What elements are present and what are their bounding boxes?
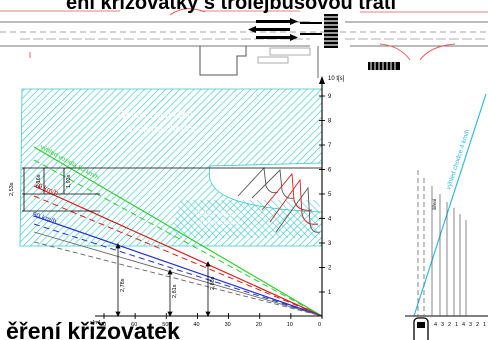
dimension-vertical-1: 2,78s	[120, 278, 126, 292]
lane-tick-label: 3	[469, 322, 472, 328]
lane-verticals	[417, 170, 467, 316]
cyan-line	[413, 93, 487, 317]
road-plan	[0, 8, 488, 78]
time-tick-label: 8	[328, 119, 332, 125]
car-icon	[413, 317, 429, 340]
zone-label-main-line2: výhledu chodce	[128, 124, 198, 135]
lane-tick-label: 4	[462, 322, 465, 328]
distance-tick-label: 20	[256, 322, 262, 328]
time-axis-ticks: 9 8 7 6 5 4 3 2 1	[319, 94, 332, 296]
distance-axis-ticks: 70 60 50 40 30 20 10 0	[100, 313, 323, 328]
time-tick-label: 6	[328, 168, 332, 174]
top-caption: ení křižovatky s trolejbusovou tratí	[66, 0, 397, 14]
green-line	[33, 146, 323, 317]
distance-axis-unit: s[m]	[90, 320, 101, 326]
road-red-edge-left	[29, 52, 201, 58]
grey-line-a	[33, 231, 323, 317]
sight-lines	[33, 93, 487, 317]
time-tick-label: 1	[328, 290, 332, 296]
lane-tick-label: 2	[448, 322, 451, 328]
time-tick-label: 4	[328, 217, 332, 223]
dimension-left-outer: 2,53s	[9, 182, 15, 196]
lane-tick-label: 1	[483, 322, 486, 328]
time-tick-label: 5	[328, 192, 332, 198]
grey-line-b	[33, 241, 323, 317]
red-line-dashed	[33, 195, 323, 317]
zone-label-small-line2: výhledu chodce	[196, 219, 242, 226]
time-axis-arrow	[319, 76, 325, 84]
time-tick-label: 9	[328, 94, 332, 100]
distance-tick-label: 30	[225, 322, 231, 328]
cyan-speed-label: výhled chodce 4 km/h	[445, 128, 471, 190]
side-zebra-crossing	[368, 62, 400, 70]
bottom-caption: ěření křižovatek	[6, 318, 180, 340]
blue-line-dashed	[33, 223, 323, 317]
road-red-curb	[379, 43, 456, 61]
zebra-crossing	[324, 14, 338, 48]
time-tick-label: 3	[328, 241, 332, 247]
distance-tick-label: 0	[318, 322, 321, 328]
axes	[95, 78, 488, 318]
dimension-vertical-2: 2,81s	[172, 284, 178, 298]
trajectory-curves	[237, 166, 321, 233]
road-red-arc	[169, 8, 206, 16]
time-tick-label: 2	[328, 266, 332, 272]
road-red-marking	[0, 10, 488, 13]
road-grey-box-2	[257, 56, 289, 64]
blue-line	[33, 215, 323, 317]
pedestrian-obscured-zone-small	[170, 200, 320, 238]
dimension-lines	[22, 167, 322, 317]
distance-tick-label: 40	[193, 322, 199, 328]
red-line	[33, 185, 323, 317]
distance-tick-label: 70	[100, 322, 106, 328]
time-tick-label: 7	[328, 143, 332, 149]
road-side-block	[199, 46, 247, 76]
lane-tick-label: 2	[476, 322, 479, 328]
green-line-dashed	[33, 159, 323, 317]
distance-tick-label: 60	[131, 322, 137, 328]
dimension-vertical-3: 2,88s	[210, 276, 216, 290]
distance-tick-label: 50	[162, 322, 168, 328]
lane-tick-label: 3	[441, 322, 444, 328]
lane-tick-label: 4	[434, 322, 437, 328]
zone-label-small-line1: Oblast zakrytého	[196, 211, 245, 218]
road-grey-box	[269, 47, 311, 56]
dimension-left-inner: 2,16s	[36, 174, 42, 188]
lane-tick-label: 1	[455, 322, 458, 328]
lane-arrows	[248, 18, 322, 41]
distance-tick-label: 10	[287, 322, 293, 328]
zone-label-main-line1: Oblast zakrytého	[118, 110, 193, 121]
time-axis-title: 10 t[s]	[328, 76, 345, 82]
lane-crossing-label: šíření	[432, 198, 437, 210]
dimension-gap: 1,93s	[66, 174, 72, 188]
